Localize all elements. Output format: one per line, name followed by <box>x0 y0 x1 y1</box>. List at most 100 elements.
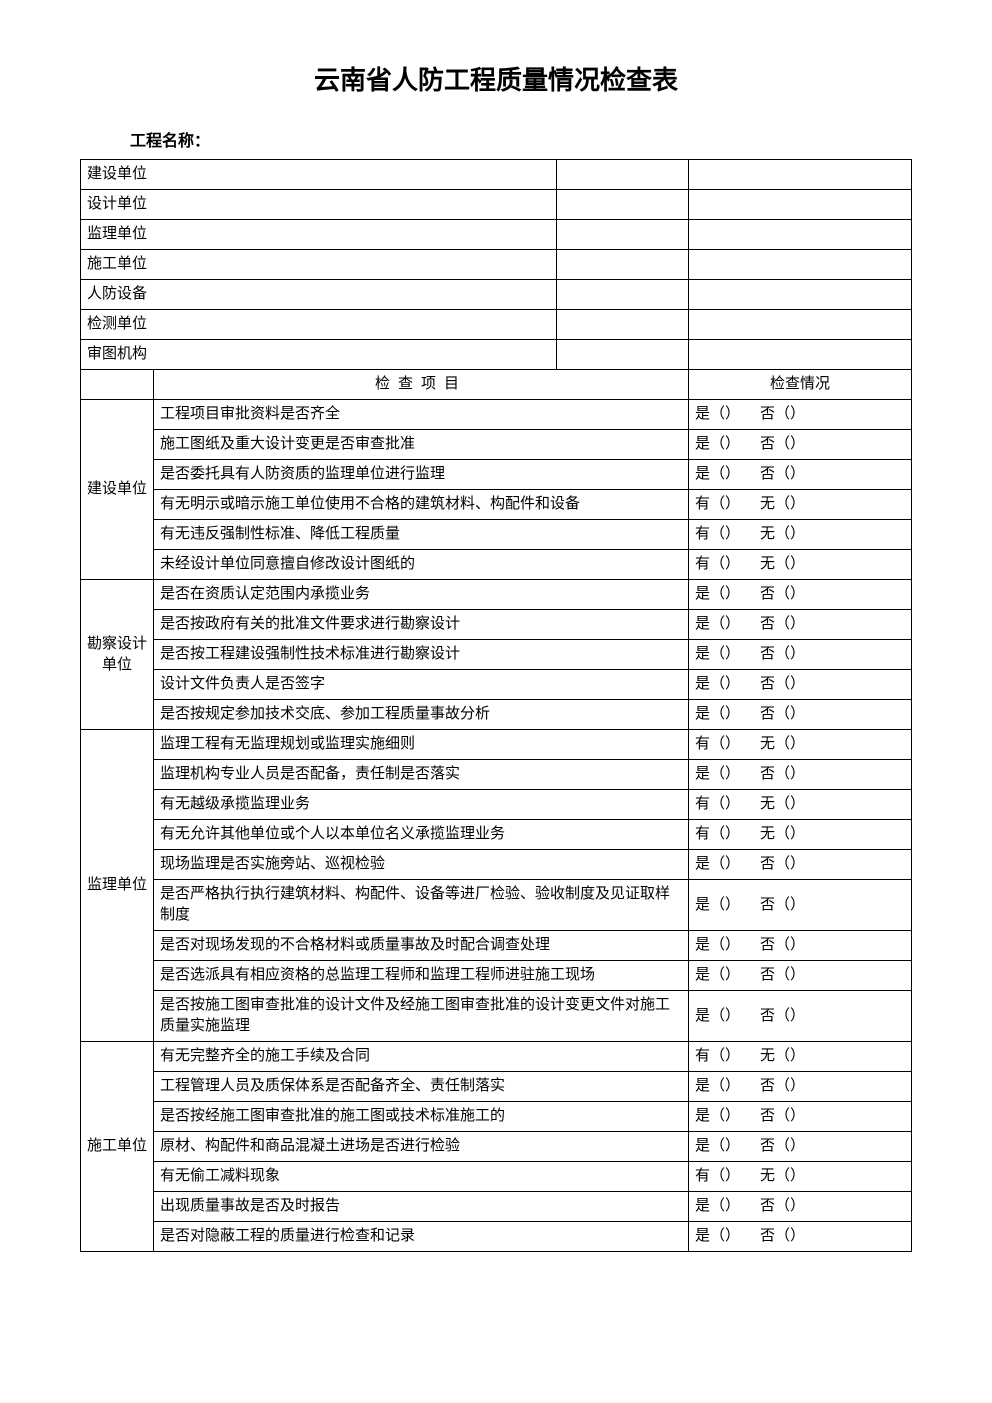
option-none[interactable]: 无（） <box>760 524 805 545</box>
option-yes[interactable]: 是（） <box>695 614 740 635</box>
option-yes[interactable]: 是（） <box>695 584 740 605</box>
option-none[interactable]: 无（） <box>760 824 805 845</box>
option-yes[interactable]: 是（） <box>695 1076 740 1097</box>
option-yes[interactable]: 是（） <box>695 464 740 485</box>
option-yes[interactable]: 是（） <box>695 1196 740 1217</box>
check-item-status[interactable]: 有（） 无（） <box>689 730 912 760</box>
option-no[interactable]: 否（） <box>760 1076 805 1097</box>
check-item-status[interactable]: 是（） 否（） <box>689 850 912 880</box>
check-item-status[interactable]: 是（） 否（） <box>689 430 912 460</box>
check-item-status[interactable]: 有（） 无（） <box>689 1042 912 1072</box>
option-yes[interactable]: 是（） <box>695 674 740 695</box>
option-yes[interactable]: 是（） <box>695 1006 740 1027</box>
check-item-status[interactable]: 是（） 否（） <box>689 1102 912 1132</box>
option-has[interactable]: 有（） <box>695 1166 740 1187</box>
option-no[interactable]: 否（） <box>760 1136 805 1157</box>
check-item-status[interactable]: 有（） 无（） <box>689 520 912 550</box>
option-no[interactable]: 否（） <box>760 895 805 916</box>
option-yes[interactable]: 是（） <box>695 1136 740 1157</box>
check-item-row: 是否委托具有人防资质的监理单位进行监理是（）否（） <box>81 460 912 490</box>
check-item-status[interactable]: 是（） 否（） <box>689 880 912 931</box>
option-yes[interactable]: 是（） <box>695 704 740 725</box>
option-has[interactable]: 有（） <box>695 494 740 515</box>
option-has[interactable]: 有（） <box>695 734 740 755</box>
option-none[interactable]: 无（） <box>760 1046 805 1067</box>
option-no[interactable]: 否（） <box>760 965 805 986</box>
option-has[interactable]: 有（） <box>695 524 740 545</box>
org-value[interactable] <box>557 190 689 220</box>
option-has[interactable]: 有（） <box>695 824 740 845</box>
option-none[interactable]: 无（） <box>760 494 805 515</box>
org-value[interactable] <box>557 160 689 190</box>
option-has[interactable]: 有（） <box>695 794 740 815</box>
option-yes[interactable]: 是（） <box>695 1106 740 1127</box>
option-no[interactable]: 否（） <box>760 1196 805 1217</box>
option-no[interactable]: 否（） <box>760 434 805 455</box>
option-no[interactable]: 否（） <box>760 1006 805 1027</box>
check-item-status[interactable]: 是（） 否（） <box>689 760 912 790</box>
option-yes[interactable]: 是（） <box>695 404 740 425</box>
option-none[interactable]: 无（） <box>760 734 805 755</box>
option-has[interactable]: 有（） <box>695 554 740 575</box>
check-item-status[interactable]: 是（） 否（） <box>689 1222 912 1252</box>
option-yes[interactable]: 是（） <box>695 935 740 956</box>
check-item-text: 是否对现场发现的不合格材料或质量事故及时配合调查处理 <box>154 931 689 961</box>
check-item-status[interactable]: 是（） 否（） <box>689 991 912 1042</box>
option-no[interactable]: 否（） <box>760 404 805 425</box>
option-none[interactable]: 无（） <box>760 554 805 575</box>
check-item-status[interactable]: 是（） 否（） <box>689 931 912 961</box>
org-status[interactable] <box>689 250 912 280</box>
option-none[interactable]: 无（） <box>760 1166 805 1187</box>
org-status[interactable] <box>689 340 912 370</box>
option-no[interactable]: 否（） <box>760 704 805 725</box>
check-item-status[interactable]: 是（） 否（） <box>689 700 912 730</box>
check-item-status[interactable]: 是（） 否（） <box>689 1072 912 1102</box>
option-yes[interactable]: 是（） <box>695 1226 740 1247</box>
org-value[interactable] <box>557 310 689 340</box>
check-item-status[interactable]: 是（） 否（） <box>689 961 912 991</box>
option-has[interactable]: 有（） <box>695 1046 740 1067</box>
option-yes[interactable]: 是（） <box>695 895 740 916</box>
option-no[interactable]: 否（） <box>760 1226 805 1247</box>
check-item-status[interactable]: 是（） 否（） <box>689 1132 912 1162</box>
org-status[interactable] <box>689 310 912 340</box>
check-item-status[interactable]: 是（） 否（） <box>689 1192 912 1222</box>
org-status[interactable] <box>689 220 912 250</box>
org-status[interactable] <box>689 160 912 190</box>
check-item-status[interactable]: 是（） 否（） <box>689 400 912 430</box>
option-yes[interactable]: 是（） <box>695 434 740 455</box>
option-no[interactable]: 否（） <box>760 644 805 665</box>
check-item-text: 是否按规定参加技术交底、参加工程质量事故分析 <box>154 700 689 730</box>
option-no[interactable]: 否（） <box>760 584 805 605</box>
org-value[interactable] <box>557 340 689 370</box>
option-none[interactable]: 无（） <box>760 794 805 815</box>
org-status[interactable] <box>689 280 912 310</box>
check-item-status[interactable]: 有（） 无（） <box>689 550 912 580</box>
option-yes[interactable]: 是（） <box>695 764 740 785</box>
org-value[interactable] <box>557 250 689 280</box>
org-value[interactable] <box>557 220 689 250</box>
check-item-status[interactable]: 有（） 无（） <box>689 790 912 820</box>
check-item-status[interactable]: 是（） 否（） <box>689 670 912 700</box>
check-item-status[interactable]: 有（） 无（） <box>689 820 912 850</box>
option-no[interactable]: 否（） <box>760 674 805 695</box>
check-item-status[interactable]: 是（） 否（） <box>689 610 912 640</box>
check-item-status[interactable]: 是（） 否（） <box>689 640 912 670</box>
check-item-status[interactable]: 是（） 否（） <box>689 460 912 490</box>
check-item-status[interactable]: 是（） 否（） <box>689 580 912 610</box>
option-no[interactable]: 否（） <box>760 764 805 785</box>
check-item-text: 是否严格执行执行建筑材料、构配件、设备等进厂检验、验收制度及见证取样制度 <box>154 880 689 931</box>
check-item-status[interactable]: 有（） 无（） <box>689 490 912 520</box>
option-yes[interactable]: 是（） <box>695 965 740 986</box>
check-item-text: 现场监理是否实施旁站、巡视检验 <box>154 850 689 880</box>
option-no[interactable]: 否（） <box>760 854 805 875</box>
option-no[interactable]: 否（） <box>760 1106 805 1127</box>
option-no[interactable]: 否（） <box>760 614 805 635</box>
option-yes[interactable]: 是（） <box>695 854 740 875</box>
org-value[interactable] <box>557 280 689 310</box>
option-no[interactable]: 否（） <box>760 935 805 956</box>
check-item-status[interactable]: 有（） 无（） <box>689 1162 912 1192</box>
option-yes[interactable]: 是（） <box>695 644 740 665</box>
org-status[interactable] <box>689 190 912 220</box>
option-no[interactable]: 否（） <box>760 464 805 485</box>
